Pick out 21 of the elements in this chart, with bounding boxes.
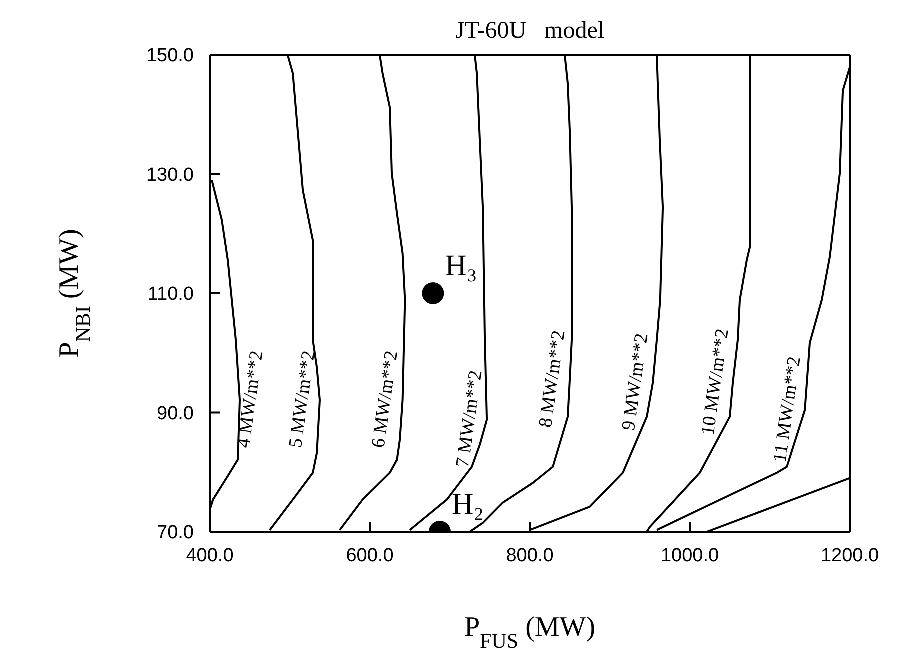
text: 7 MW/m**2: [452, 369, 487, 469]
x-tick-label: 1000.0: [660, 545, 720, 566]
x-axis-title: P$_{FUS}$ (MW): [464, 612, 596, 653]
text: 11 MW/m**2: [770, 355, 806, 464]
text: 8 MW/m**2: [535, 329, 570, 429]
x-tick-label: 400.0: [186, 545, 234, 566]
x-tick-label: 1200.0: [820, 545, 880, 566]
annotation: H₂: [452, 488, 484, 521]
y-tick-label: 70.0: [157, 522, 194, 544]
text: 5 MW/m**2: [285, 350, 320, 450]
text: 9 MW/m**2: [618, 332, 653, 432]
annotation: H₃: [445, 250, 478, 282]
x-tick-label: 800.0: [506, 545, 554, 566]
y-tick-label: 90.0: [157, 403, 194, 424]
y-tick-label: 150.0: [146, 46, 194, 67]
chart-title: JT-60U model: [454, 18, 606, 45]
y-tick-label: 130.0: [146, 164, 194, 186]
text: 6 MW/m**2: [368, 350, 403, 450]
text: 10 MW/m**2: [698, 328, 734, 437]
y-tick-label: 110.0: [148, 284, 194, 306]
x-tick-label: 600.0: [346, 545, 394, 566]
